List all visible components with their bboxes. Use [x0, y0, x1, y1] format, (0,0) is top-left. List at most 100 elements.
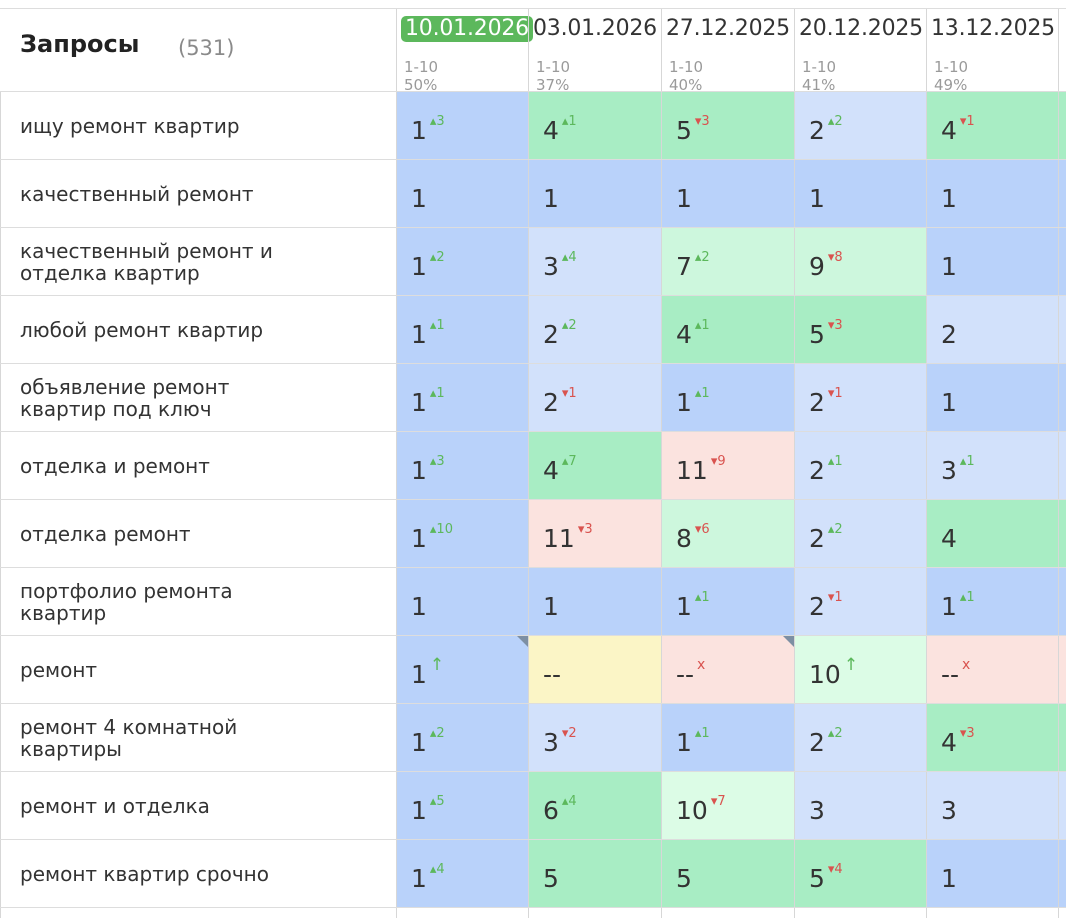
- position-cell[interactable]: 4 ▴1: [529, 92, 662, 159]
- date-column-header[interactable]: 10.01.2026 1-10 50%: [397, 8, 533, 93]
- position-cell[interactable]: 9 ▾8: [795, 228, 927, 295]
- position-cell[interactable]: 1 ▴2: [397, 704, 529, 771]
- position-cell[interactable]: 8 ▾6: [662, 500, 795, 567]
- position-cell[interactable]: 1: [662, 160, 795, 227]
- position-cell[interactable]: 1: [927, 364, 1059, 431]
- position-cell[interactable]: 1 ▴1: [662, 364, 795, 431]
- position-cell[interactable]: 1: [927, 160, 1059, 227]
- position-cell[interactable]: 2 ▴2: [795, 704, 927, 771]
- position-cell[interactable]: 7 ▴2: [662, 228, 795, 295]
- position-cell[interactable]: 1 ▴5: [397, 772, 529, 839]
- query-label[interactable]: портфолио ремонта квартир: [20, 579, 233, 625]
- position-value: 5: [676, 116, 692, 145]
- position-cell[interactable]: 1: [927, 228, 1059, 295]
- position-cell[interactable]: 1 ▴1: [927, 568, 1059, 635]
- position-cell[interactable]: 2 ▴2: [529, 296, 662, 363]
- position-cell[interactable]: 1 ▴1: [662, 568, 795, 635]
- position-cell[interactable]: 5: [529, 840, 662, 907]
- position-cell[interactable]: 5 ▾3: [662, 92, 795, 159]
- current-date-label[interactable]: 10.01.2026: [401, 16, 533, 42]
- row-divider: [0, 499, 1066, 500]
- date-column-header[interactable]: 03.01.2026 1-10 37%: [529, 8, 662, 93]
- date-label[interactable]: 13.12.2025: [931, 16, 1055, 41]
- range-label: 1-10: [669, 58, 704, 76]
- position-cell[interactable]: 2: [927, 296, 1059, 363]
- position-value: 9: [809, 252, 825, 281]
- position-cell[interactable]: 2 ▾1: [795, 568, 927, 635]
- date-column-header[interactable]: 13.12.2025 1-10 49%: [927, 8, 1059, 93]
- position-up-indicator: ▴1: [959, 454, 975, 469]
- query-label[interactable]: отделка и ремонт: [20, 454, 210, 478]
- position-cell[interactable]: 4 ▾3: [927, 704, 1059, 771]
- position-cell[interactable]: 4 ▾1: [927, 92, 1059, 159]
- query-label[interactable]: ремонт и отделка: [20, 794, 210, 818]
- position-cell[interactable]: 10 ↑: [795, 636, 927, 703]
- position-cell[interactable]: 3: [927, 772, 1059, 839]
- date-label[interactable]: 27.12.2025: [666, 16, 790, 41]
- position-cell[interactable]: 2 ▾1: [529, 364, 662, 431]
- position-value: 2: [543, 320, 559, 349]
- date-label[interactable]: 03.01.2026: [533, 16, 657, 41]
- position-cell[interactable]: 5 ▾3: [795, 296, 927, 363]
- position-cell-partial: [1059, 568, 1066, 635]
- position-cell[interactable]: 2 ▴1: [795, 432, 927, 499]
- position-cell[interactable]: 1: [397, 160, 529, 227]
- query-label[interactable]: качественный ремонт и отделка квартир: [20, 239, 273, 285]
- row-divider: [0, 839, 1066, 840]
- position-cell[interactable]: 10 ▾7: [662, 772, 795, 839]
- position-cell[interactable]: 3: [795, 772, 927, 839]
- query-label[interactable]: любой ремонт квартир: [20, 318, 264, 342]
- position-cell-partial: [1059, 772, 1066, 839]
- position-cell[interactable]: 1 ↑: [397, 636, 529, 703]
- position-cell[interactable]: 2 ▴2: [795, 92, 927, 159]
- position-value: 1: [411, 320, 427, 349]
- position-value: 5: [676, 864, 692, 893]
- position-cell[interactable]: 1: [529, 160, 662, 227]
- position-cell[interactable]: 4 ▴7: [529, 432, 662, 499]
- position-cell[interactable]: 6 ▴4: [529, 772, 662, 839]
- position-cell[interactable]: 2 ▾1: [795, 364, 927, 431]
- position-cell[interactable]: 1 ▴10: [397, 500, 529, 567]
- query-label[interactable]: отделка ремонт: [20, 522, 191, 546]
- position-cell[interactable]: --: [529, 636, 662, 703]
- position-cell[interactable]: 3 ▾2: [529, 704, 662, 771]
- position-cell[interactable]: 4: [927, 500, 1059, 567]
- position-up-indicator: ▴2: [827, 726, 843, 741]
- query-label[interactable]: объявление ремонт квартир под ключ: [20, 375, 230, 421]
- position-cell[interactable]: 1 ▴3: [397, 432, 529, 499]
- query-label[interactable]: ремонт 4 комнатной квартиры: [20, 715, 238, 761]
- position-cell[interactable]: 11 ▾3: [529, 500, 662, 567]
- position-cell[interactable]: 5 ▾4: [795, 840, 927, 907]
- query-label[interactable]: ремонт: [20, 658, 98, 682]
- query-label[interactable]: качественный ремонт: [20, 182, 254, 206]
- position-cell[interactable]: 1 ▴1: [397, 364, 529, 431]
- position-value: 11: [543, 524, 575, 553]
- position-cell[interactable]: 4 ▴1: [662, 296, 795, 363]
- position-cell[interactable]: 2 ▴2: [795, 500, 927, 567]
- row-divider: [0, 295, 1066, 296]
- position-cell[interactable]: 1: [397, 568, 529, 635]
- position-cell-partial: [1059, 228, 1066, 295]
- date-label[interactable]: 20.12.2025: [799, 16, 923, 41]
- position-cell[interactable]: 1: [795, 160, 927, 227]
- position-cell[interactable]: 3 ▴1: [927, 432, 1059, 499]
- query-label[interactable]: ремонт квартир срочно: [20, 862, 269, 886]
- position-cell[interactable]: -- x: [662, 636, 795, 703]
- position-cell[interactable]: 1 ▴2: [397, 228, 529, 295]
- date-column-header[interactable]: 20.12.2025 1-10 41%: [795, 8, 927, 93]
- position-cell[interactable]: 11 ▾9: [662, 432, 795, 499]
- position-cell[interactable]: 1 ▴1: [662, 704, 795, 771]
- position-cell[interactable]: 1: [529, 568, 662, 635]
- position-cell[interactable]: -- x: [927, 636, 1059, 703]
- note-corner-icon[interactable]: [517, 636, 529, 648]
- position-cell[interactable]: 5: [662, 840, 795, 907]
- position-cell[interactable]: 1 ▴4: [397, 840, 529, 907]
- position-cell[interactable]: 1: [927, 840, 1059, 907]
- position-value: 2: [543, 388, 559, 417]
- query-label[interactable]: ищу ремонт квартир: [20, 114, 240, 138]
- note-corner-icon[interactable]: [783, 636, 795, 648]
- position-cell[interactable]: 1 ▴3: [397, 92, 529, 159]
- position-cell[interactable]: 3 ▴4: [529, 228, 662, 295]
- position-cell[interactable]: 1 ▴1: [397, 296, 529, 363]
- date-column-header[interactable]: 27.12.2025 1-10 40%: [662, 8, 795, 93]
